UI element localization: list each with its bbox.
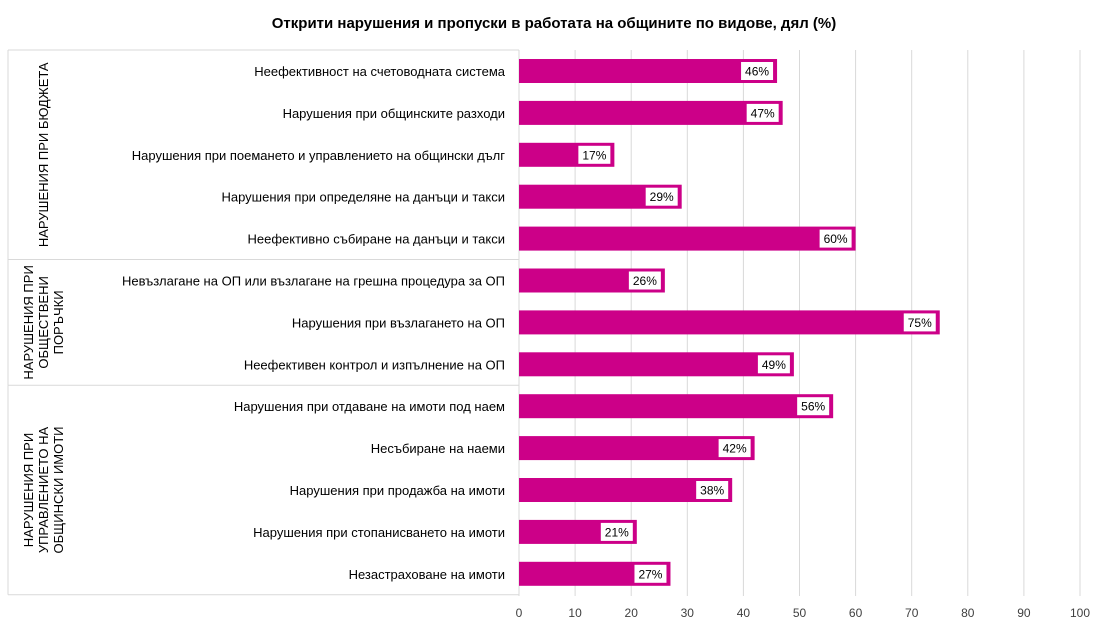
data-label-box bbox=[578, 145, 611, 164]
chart-title: Открити нарушения и пропуски в работата … bbox=[272, 15, 836, 32]
x-tick-label: 60 bbox=[849, 606, 863, 620]
x-tick-label: 90 bbox=[1017, 606, 1031, 620]
data-label-box bbox=[634, 564, 667, 583]
data-label: 42% bbox=[723, 442, 747, 456]
category-label: Нарушения при поемането и управлението н… bbox=[132, 148, 505, 163]
group-label-line: НАРУШЕНИЯ ПРИ bbox=[21, 265, 36, 379]
category-label: Неефективно събиране на данъци и такси bbox=[247, 232, 505, 247]
data-label-box bbox=[746, 103, 779, 122]
category-label: Неефективност на счетоводната система bbox=[254, 64, 505, 79]
data-label-box bbox=[600, 522, 633, 541]
group-label: НАРУШЕНИЯ ПРИ БЮДЖЕТА bbox=[36, 62, 51, 247]
data-label: 47% bbox=[751, 106, 775, 120]
data-label-box bbox=[797, 397, 830, 416]
category-label: Нарушения при определяне на данъци и так… bbox=[221, 190, 505, 205]
x-axis: 0 10 20 30 40 50 60 70 80 90 100 bbox=[516, 606, 1091, 620]
category-label: Нарушения при отдаване на имоти под наем bbox=[234, 399, 505, 414]
data-label-box bbox=[628, 271, 661, 290]
data-label: 17% bbox=[582, 148, 606, 162]
x-tick-label: 0 bbox=[516, 606, 523, 620]
data-label-box bbox=[819, 229, 852, 248]
category-label: Нарушения при общинските разходи bbox=[283, 106, 505, 121]
group-label-line: ОБЩЕСТВЕНИ bbox=[36, 276, 51, 368]
data-label: 38% bbox=[700, 484, 724, 498]
data-label-box bbox=[718, 439, 751, 458]
group-label-line: НАРУШЕНИЯ ПРИ bbox=[21, 433, 36, 547]
group-label-line: УПРАВЛЕНИЕТО НА bbox=[36, 426, 51, 553]
data-label: 29% bbox=[650, 190, 674, 204]
group-label: НАРУШЕНИЯ ПРИОБЩЕСТВЕНИПОРЪЧКИ bbox=[21, 265, 66, 379]
x-tick-label: 10 bbox=[568, 606, 582, 620]
data-label-box bbox=[757, 355, 790, 374]
x-tick-label: 80 bbox=[961, 606, 975, 620]
bar bbox=[519, 310, 940, 335]
data-label-box bbox=[696, 481, 729, 499]
x-tick-label: 20 bbox=[625, 606, 639, 620]
category-label: Нарушения при продажба на имоти bbox=[290, 483, 505, 498]
bar bbox=[519, 59, 778, 83]
data-label: 49% bbox=[762, 358, 786, 372]
data-label: 26% bbox=[633, 274, 657, 288]
bar bbox=[519, 394, 834, 419]
data-label: 21% bbox=[605, 525, 629, 539]
data-label-box bbox=[903, 313, 936, 332]
bar bbox=[519, 100, 783, 125]
data-label-box bbox=[645, 187, 678, 206]
data-label: 75% bbox=[908, 316, 932, 330]
group-label: НАРУШЕНИЯ ПРИУПРАВЛЕНИЕТО НАОБЩИНСКИ ИМО… bbox=[21, 426, 66, 553]
bar bbox=[519, 226, 856, 251]
data-label: 27% bbox=[638, 567, 662, 581]
category-label: Невъзлагане на ОП или възлагане на грешн… bbox=[122, 274, 505, 289]
group-label-line: НАРУШЕНИЯ ПРИ БЮДЖЕТА bbox=[36, 62, 51, 247]
data-label: 46% bbox=[745, 65, 769, 79]
category-label: Нарушения при възлагането на ОП bbox=[292, 315, 505, 330]
x-tick-label: 100 bbox=[1070, 606, 1090, 620]
x-tick-label: 70 bbox=[905, 606, 919, 620]
category-label: Нарушения при стопанисването на имоти bbox=[253, 525, 505, 540]
category-label: Незастраховане на имоти bbox=[349, 567, 505, 582]
group-label-line: ОБЩИНСКИ ИМОТИ bbox=[51, 426, 66, 553]
category-label: Неефективен контрол и изпълнение на ОП bbox=[244, 357, 505, 372]
x-tick-label: 40 bbox=[737, 606, 751, 620]
bar bbox=[519, 352, 794, 377]
x-tick-label: 30 bbox=[681, 606, 695, 620]
data-label-box bbox=[741, 62, 774, 80]
bar bbox=[519, 436, 755, 461]
data-label: 56% bbox=[801, 400, 825, 414]
group-label-line: ПОРЪЧКИ bbox=[51, 290, 66, 354]
category-label: Несъбиране на наеми bbox=[371, 441, 505, 456]
x-tick-label: 50 bbox=[793, 606, 807, 620]
data-label: 60% bbox=[824, 232, 848, 246]
bars: Неефективност на счетоводната система 46%… bbox=[122, 59, 940, 586]
